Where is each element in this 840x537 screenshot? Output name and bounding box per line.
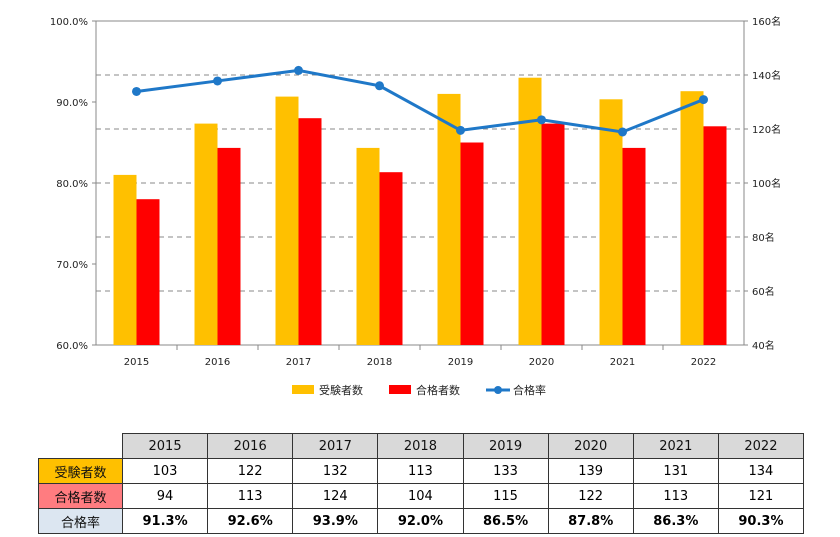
table-cell: 91.3% <box>121 508 209 534</box>
bars <box>113 77 727 346</box>
left-tick-label: 60.0% <box>56 341 88 352</box>
table-header-year: 2021 <box>632 433 719 459</box>
table-cell: 139 <box>547 458 634 484</box>
x-tick-label: 2015 <box>124 357 149 368</box>
table-cell: 86.5% <box>462 508 549 534</box>
x-tick-label: 2016 <box>205 357 230 368</box>
legend-swatch <box>292 385 314 394</box>
x-tick-label: 2022 <box>691 357 716 368</box>
bar <box>113 174 137 345</box>
x-tick-label: 2020 <box>529 357 554 368</box>
x-axis-ticks: 2015 2016 2017 2018 2019 2020 2021 2022 <box>124 345 716 368</box>
row-label: 合格者数 <box>38 483 123 509</box>
table-cell: 113 <box>377 458 464 484</box>
left-tick-label: 100.0% <box>50 17 88 28</box>
bar <box>599 99 623 345</box>
table-header-year: 2018 <box>377 433 464 459</box>
table-cell: 87.8% <box>547 508 634 534</box>
right-tick-label: 80名 <box>752 231 775 244</box>
table-cell: 131 <box>632 458 719 484</box>
table-cell: 115 <box>462 483 549 509</box>
legend-label: 合格者数 <box>416 383 460 397</box>
table-cell: 103 <box>121 458 209 484</box>
bar <box>194 123 218 345</box>
bar <box>379 172 403 345</box>
table-cell: 86.3% <box>632 508 719 534</box>
table-corner <box>38 433 123 459</box>
rate-line <box>132 65 708 137</box>
rate-point <box>699 95 708 105</box>
right-tick-label: 100名 <box>752 177 781 190</box>
bar <box>703 126 727 345</box>
table-header-year: 2015 <box>121 433 209 459</box>
table-cell: 124 <box>292 483 379 509</box>
bar <box>356 147 380 345</box>
rate-point <box>132 86 141 96</box>
table-cell: 92.6% <box>207 508 294 534</box>
table-cell: 121 <box>717 483 805 509</box>
table-header-year: 2020 <box>547 433 634 459</box>
table-header-year: 2017 <box>292 433 379 459</box>
table-row-examinees: 受験者数 103 122 132 113 133 139 131 134 <box>38 458 805 484</box>
bar <box>622 147 646 345</box>
bar <box>437 93 461 346</box>
bar <box>275 96 299 345</box>
left-tick-label: 90.0% <box>56 98 88 109</box>
bar <box>680 91 704 345</box>
left-tick-label: 70.0% <box>56 260 88 271</box>
rate-line-path <box>136 68 705 134</box>
rate-point <box>456 125 465 135</box>
right-tick-label: 140名 <box>752 69 781 82</box>
left-axis-ticks: 60.0% 70.0% 80.0% 90.0% 100.0% <box>50 17 96 352</box>
table-cell: 122 <box>207 458 294 484</box>
table-cell: 134 <box>717 458 805 484</box>
right-axis-ticks: 40名 60名 80名 100名 120名 140名 160名 <box>744 15 781 352</box>
rate-point <box>537 115 546 125</box>
rate-point <box>618 127 627 137</box>
row-label: 合格率 <box>38 508 123 534</box>
row-label: 受験者数 <box>38 458 123 484</box>
table-cell: 94 <box>121 483 209 509</box>
rate-point <box>375 81 384 91</box>
right-tick-label: 40名 <box>752 339 775 352</box>
table-header-year: 2016 <box>207 433 294 459</box>
x-tick-label: 2019 <box>448 357 473 368</box>
table-cell: 122 <box>547 483 634 509</box>
bar <box>136 199 160 345</box>
bar <box>518 77 542 345</box>
x-tick-label: 2017 <box>286 357 311 368</box>
left-tick-label: 80.0% <box>56 179 88 190</box>
legend-label: 受験者数 <box>319 383 363 397</box>
legend: 受験者数 合格者数 合格率 <box>292 383 546 397</box>
x-tick-label: 2021 <box>610 357 635 368</box>
data-table: 2015 2016 2017 2018 2019 2020 2021 2022 … <box>38 433 805 534</box>
bar <box>217 147 241 345</box>
table-cell: 92.0% <box>377 508 464 534</box>
rate-point <box>294 65 303 75</box>
x-tick-label: 2018 <box>367 357 392 368</box>
bar <box>460 142 484 345</box>
table-cell: 104 <box>377 483 464 509</box>
table-cell: 132 <box>292 458 379 484</box>
right-tick-label: 120名 <box>752 123 781 136</box>
table-cell: 90.3% <box>717 508 805 534</box>
table-header-year: 2022 <box>717 433 805 459</box>
table-cell: 93.9% <box>292 508 379 534</box>
table-cell: 113 <box>207 483 294 509</box>
chart: 60.0% 70.0% 80.0% 90.0% 100.0% 40名 60名 80名 100名… <box>50 15 781 397</box>
table-header-year: 2019 <box>462 433 549 459</box>
legend-label: 合格率 <box>513 383 546 397</box>
table-row-passers: 合格者数 94 113 124 104 115 122 113 121 <box>38 483 805 509</box>
bar <box>541 123 565 345</box>
rate-point <box>213 76 222 86</box>
table-header-row: 2015 2016 2017 2018 2019 2020 2021 2022 <box>38 433 805 459</box>
legend-swatch <box>389 385 411 394</box>
right-tick-label: 60名 <box>752 285 775 298</box>
table-cell: 113 <box>632 483 719 509</box>
table-cell: 133 <box>462 458 549 484</box>
table-row-pass-rate: 合格率 91.3% 92.6% 93.9% 92.0% 86.5% 87.8% … <box>38 508 805 534</box>
bar <box>298 118 322 345</box>
right-tick-label: 160名 <box>752 15 781 28</box>
legend-swatch <box>494 386 502 394</box>
